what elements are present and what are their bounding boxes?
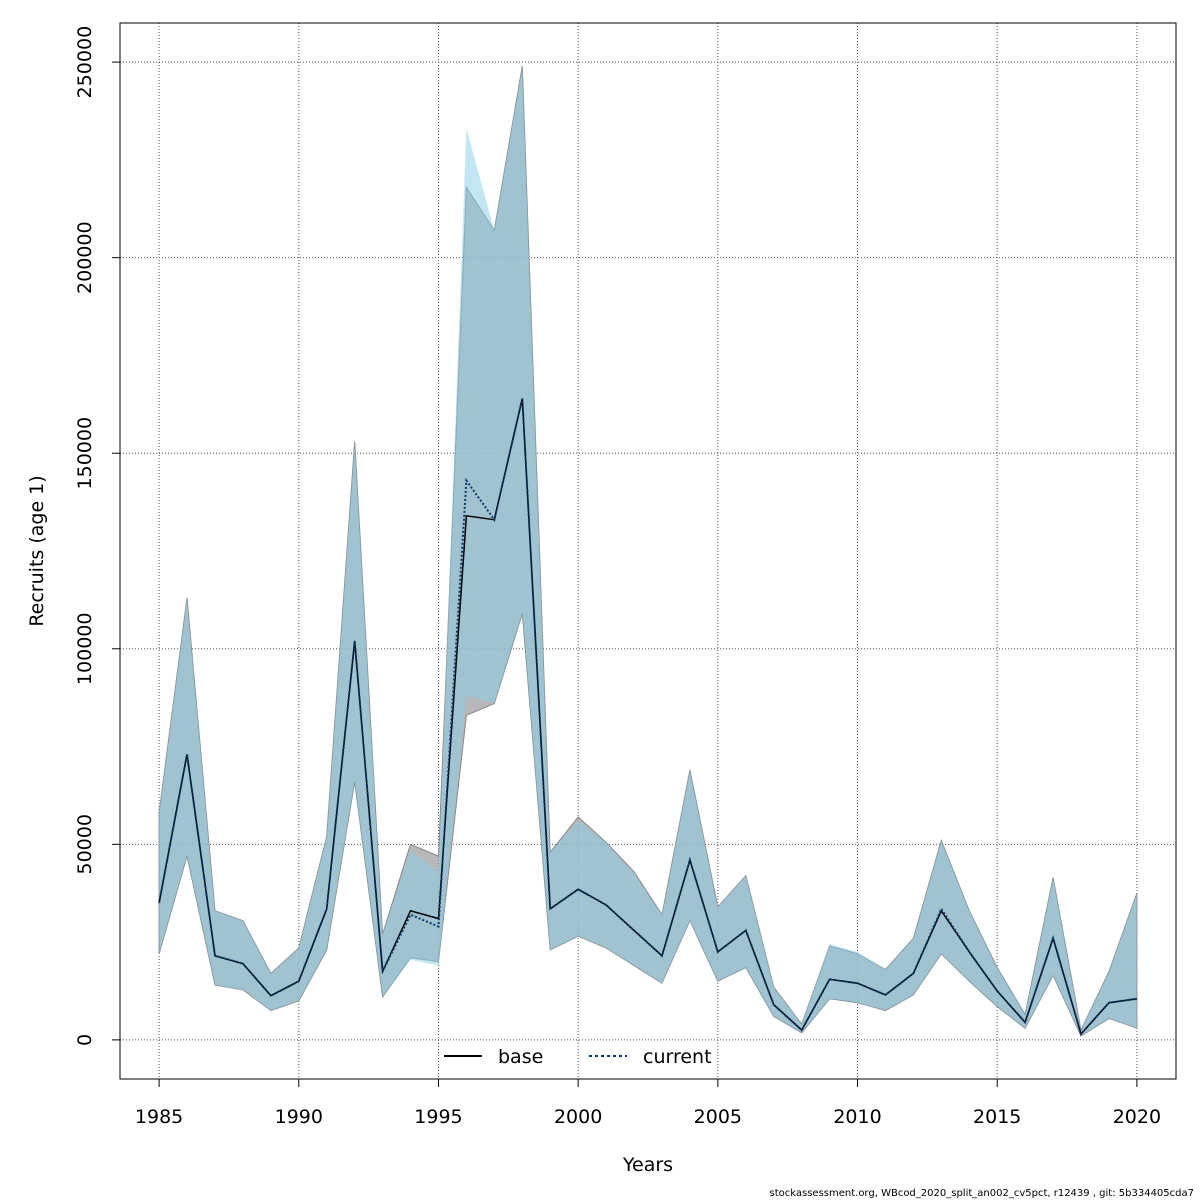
x-tick-label-1985: 1985	[135, 1106, 183, 1128]
x-tick-label-2000: 2000	[554, 1106, 602, 1128]
series-lines	[158, 398, 1138, 1037]
footer-text: stockassessment.org, WBcod_2020_split_an…	[770, 1188, 1195, 1199]
line-base	[158, 398, 1138, 1036]
legend-base-label: base	[498, 1046, 543, 1068]
y-tick-label-50000: 50000	[74, 814, 96, 874]
y-axis: 0 50000 100000 150000 200000 250000	[74, 26, 121, 1046]
x-tick-label-1990: 1990	[275, 1106, 323, 1128]
x-tick-label-1995: 1995	[414, 1106, 462, 1128]
x-axis: 1985 1990 1995 2000 2005 2010 2015 2020	[135, 1078, 1161, 1128]
x-tick-label-2020: 2020	[1113, 1106, 1161, 1128]
legend: base current	[444, 1046, 712, 1068]
x-tick-label-2015: 2015	[973, 1106, 1021, 1128]
y-tick-label-150000: 150000	[74, 417, 96, 490]
y-tick-label-200000: 200000	[74, 221, 96, 294]
legend-current-label: current	[643, 1046, 712, 1068]
x-axis-title: Years	[622, 1154, 673, 1176]
y-tick-label-250000: 250000	[74, 26, 96, 99]
band-current	[159, 66, 1137, 1036]
confidence-bands	[158, 65, 1138, 1037]
y-tick-label-0: 0	[74, 1034, 96, 1046]
y-tick-label-100000: 100000	[74, 613, 96, 686]
x-tick-label-2005: 2005	[694, 1106, 742, 1128]
y-axis-title: Recruits (age 1)	[26, 475, 48, 626]
x-tick-label-2010: 2010	[833, 1106, 881, 1128]
